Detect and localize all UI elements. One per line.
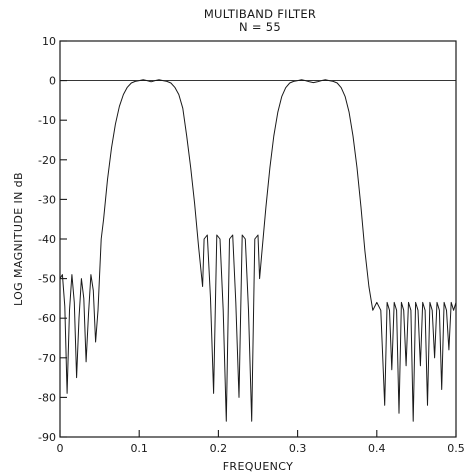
- y-axis: 10 0 -10 -20 -30 -40 -50 -60 -70 -80 -90: [38, 35, 67, 444]
- x-tick-label: 0.3: [289, 442, 307, 455]
- x-tick-label: 0.2: [210, 442, 228, 455]
- chart-title: MULTIBAND FILTER: [204, 7, 316, 21]
- x-tick-label: 0: [57, 442, 64, 455]
- y-tick-label: -20: [38, 154, 56, 167]
- x-tick-label: 0.5: [447, 442, 464, 455]
- y-tick-label: 10: [42, 35, 56, 48]
- y-tick-label: -40: [38, 233, 56, 246]
- x-tick-label: 0.4: [368, 442, 386, 455]
- x-tick-label: 0.1: [130, 442, 148, 455]
- y-tick-label: 0: [49, 75, 56, 88]
- y-tick-label: -50: [38, 273, 56, 286]
- y-tick-label: -70: [38, 352, 56, 365]
- x-axis-label: FREQUENCY: [223, 460, 294, 473]
- y-tick-label: -10: [38, 114, 56, 127]
- y-tick-label: -60: [38, 312, 56, 325]
- series-line-magnitude-response: [59, 79, 457, 422]
- y-axis-label: LOG MAGNITUDE IN dB: [12, 172, 25, 306]
- y-tick-label: -90: [38, 431, 56, 444]
- y-tick-label: -80: [38, 391, 56, 404]
- y-tick-label: -30: [38, 193, 56, 206]
- chart-subtitle: N = 55: [239, 20, 281, 34]
- x-axis: 0 0.1 0.2 0.3 0.4 0.5: [57, 430, 464, 455]
